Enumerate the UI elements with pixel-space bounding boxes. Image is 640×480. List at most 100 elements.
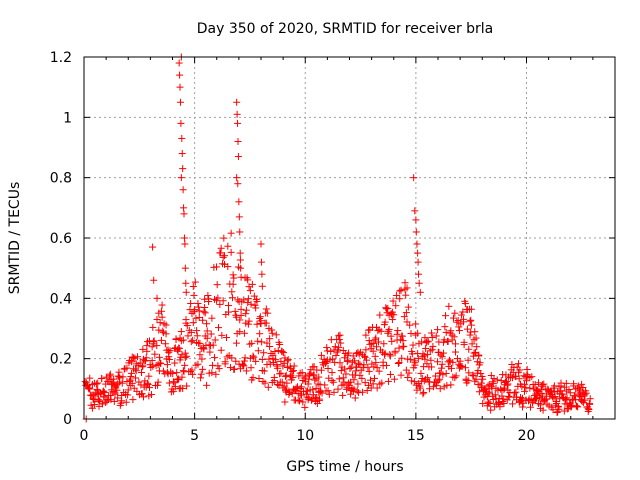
data-point	[157, 336, 165, 344]
data-point	[122, 398, 130, 406]
data-point	[254, 347, 262, 355]
data-point	[303, 390, 311, 398]
data-point	[209, 341, 217, 349]
data-point	[190, 291, 198, 299]
data-point	[359, 388, 367, 396]
data-point	[498, 392, 506, 400]
data-point	[436, 385, 444, 393]
data-point	[207, 330, 215, 338]
data-point	[224, 242, 232, 250]
data-point	[372, 334, 380, 342]
data-point	[88, 404, 96, 412]
data-point	[296, 385, 304, 393]
data-point	[324, 365, 332, 373]
data-point	[586, 399, 594, 407]
data-point	[461, 364, 469, 372]
data-point	[155, 326, 163, 334]
data-point	[249, 352, 257, 360]
data-point	[247, 300, 255, 308]
data-point	[216, 300, 224, 308]
data-point	[175, 344, 183, 352]
data-point	[420, 377, 428, 385]
data-point	[258, 338, 266, 346]
x-tick-label: 10	[296, 428, 314, 444]
data-point	[179, 165, 187, 173]
data-point	[340, 380, 348, 388]
data-point	[236, 249, 244, 257]
data-point	[354, 380, 362, 388]
y-tick-label: 0.8	[50, 171, 72, 187]
data-point	[551, 393, 559, 401]
data-point	[574, 382, 582, 390]
data-point	[565, 386, 573, 394]
data-point	[386, 352, 394, 360]
data-point	[189, 370, 197, 378]
data-point	[208, 369, 216, 377]
data-point	[396, 287, 404, 295]
data-point	[475, 351, 483, 359]
data-point	[274, 364, 282, 372]
data-point	[477, 370, 485, 378]
data-point	[268, 329, 276, 337]
data-point	[438, 360, 446, 368]
data-point	[147, 391, 155, 399]
data-point	[397, 371, 405, 379]
data-point	[388, 316, 396, 324]
data-point	[345, 349, 353, 357]
data-point	[281, 398, 289, 406]
x-tick-label: 5	[190, 428, 199, 444]
y-axis-label: SRMTID / TECUs	[7, 182, 23, 295]
data-point	[434, 326, 442, 334]
data-point	[360, 361, 368, 369]
data-point	[424, 338, 432, 346]
data-point	[156, 319, 164, 327]
data-point	[428, 334, 436, 342]
data-point	[174, 376, 182, 384]
data-point	[138, 363, 146, 371]
data-point	[582, 389, 590, 397]
data-point	[227, 229, 235, 237]
data-point	[237, 305, 245, 313]
data-point	[163, 361, 171, 369]
data-point	[369, 380, 377, 388]
data-point	[178, 150, 186, 158]
data-point	[252, 304, 260, 312]
data-point	[429, 342, 437, 350]
data-point	[217, 244, 225, 252]
data-point	[384, 377, 392, 385]
data-point	[98, 374, 106, 382]
data-point	[219, 297, 227, 305]
data-point	[586, 395, 594, 403]
data-point	[253, 297, 261, 305]
y-tick-label: 0.6	[50, 231, 72, 247]
y-tick-label: 0.2	[50, 352, 72, 368]
data-point	[312, 384, 320, 392]
data-point	[581, 396, 589, 404]
data-point	[310, 371, 318, 379]
data-point	[339, 374, 347, 382]
data-point	[173, 369, 181, 377]
data-point	[351, 357, 359, 365]
data-point	[538, 381, 546, 389]
data-point	[438, 364, 446, 372]
data-point	[372, 359, 380, 367]
data-point	[442, 312, 450, 320]
data-point	[400, 342, 408, 350]
data-point	[193, 327, 201, 335]
data-point	[401, 279, 409, 287]
data-point	[86, 374, 94, 382]
data-point	[118, 379, 126, 387]
data-point	[323, 358, 331, 366]
data-point	[149, 243, 157, 251]
data-point	[424, 374, 432, 382]
data-point	[398, 332, 406, 340]
data-point	[460, 341, 468, 349]
data-point	[246, 287, 254, 295]
data-point	[195, 307, 203, 315]
data-point	[327, 347, 335, 355]
data-point	[87, 401, 95, 409]
data-point	[361, 352, 369, 360]
data-point	[140, 393, 148, 401]
data-point	[420, 389, 428, 397]
data-point	[203, 381, 211, 389]
